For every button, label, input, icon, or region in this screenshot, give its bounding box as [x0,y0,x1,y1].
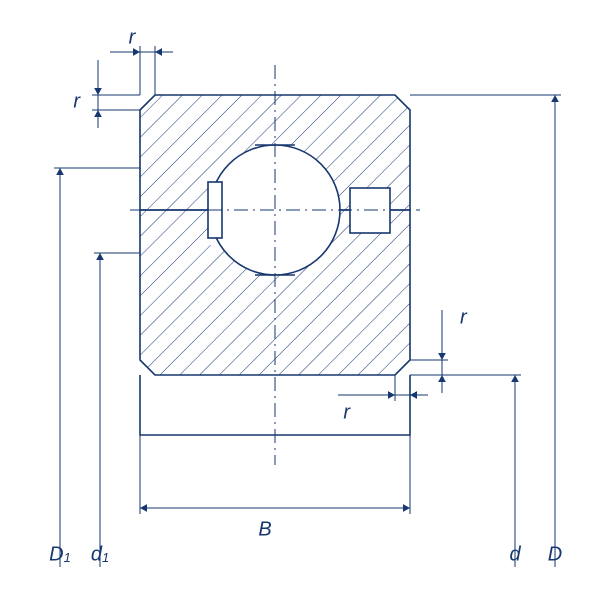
svg-text:d: d [509,543,521,565]
svg-text:r: r [129,26,137,48]
svg-text:B: B [258,518,271,540]
svg-text:r: r [343,401,351,423]
svg-text:D1: D1 [49,543,71,565]
svg-text:r: r [73,90,81,112]
svg-text:d1: d1 [91,543,109,565]
svg-text:D: D [548,543,562,565]
svg-text:r: r [460,306,468,328]
